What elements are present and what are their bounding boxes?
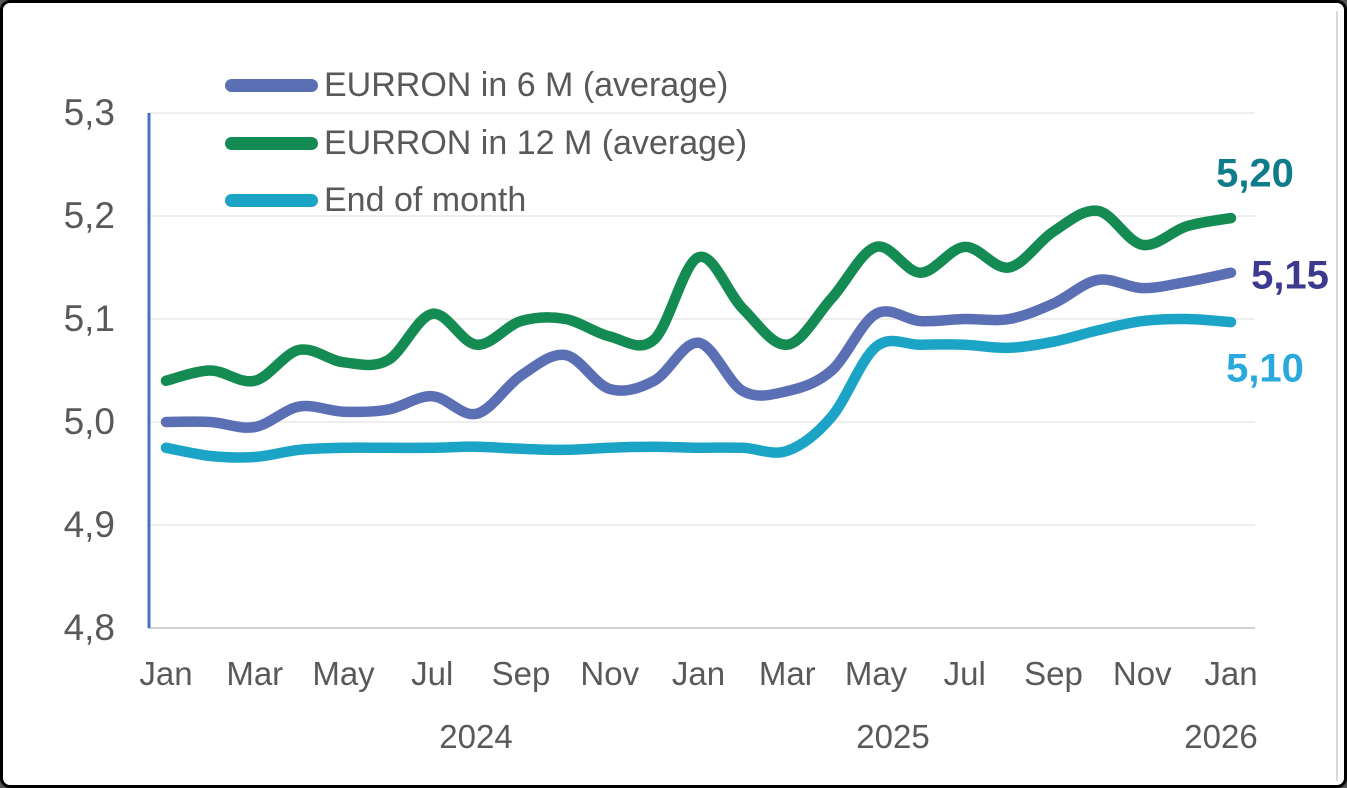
x-tick-label: Jan [139,655,193,692]
y-tick-label: 5,0 [63,401,115,442]
chart-right-edge-divider [1336,11,1338,781]
legend-swatch-eom-icon [225,194,318,207]
x-tick-label: Mar [758,655,816,692]
legend-item-end-of-month: End of month [225,181,526,220]
legend-swatch-6m-icon [225,79,318,92]
legend-label-eom: End of month [324,181,527,219]
series-line-0 [160,267,1237,433]
y-tick-label: 4,8 [63,607,115,648]
x-tick-label: Jan [671,655,726,692]
legend-label-6m: EURRON in 6 M (average) [324,66,729,104]
y-tick-label: 5,2 [63,195,115,236]
x-tick-label: Jul [411,655,454,692]
y-tick-label: 5,3 [63,92,115,133]
year-label: 2024 [439,718,513,755]
x-tick-label: May [312,655,375,692]
x-tick-label: Mar [226,655,284,692]
legend-item-eurron-12m: EURRON in 12 M (average) [225,124,747,163]
y-tick-label: 4,9 [63,504,115,545]
y-tick-label: 5,1 [63,298,115,339]
series-line-1 [160,205,1237,387]
x-tick-label: Sep [1024,655,1083,692]
x-tick-label: Sep [491,655,551,692]
end-value-label-eom: 5,10 [1226,346,1304,391]
x-tick-label: May [844,655,908,692]
x-tick-label: Nov [580,655,640,692]
line-chart-canvas [147,112,1255,629]
year-label: 2025 [856,718,930,755]
legend-label-12m: EURRON in 12 M (average) [324,124,748,162]
legend-item-eurron-6m: EURRON in 6 M (average) [225,66,728,105]
end-value-label-6m: 5,15 [1251,253,1329,298]
year-label: 2026 [1184,718,1258,755]
x-tick-label: Nov [1112,655,1172,692]
end-value-label-12m: 5,20 [1216,151,1294,196]
x-tick-label: Jul [943,655,986,692]
legend-swatch-12m-icon [225,137,318,150]
series-line-2 [160,313,1237,463]
x-tick-label: Jan [1204,655,1258,692]
